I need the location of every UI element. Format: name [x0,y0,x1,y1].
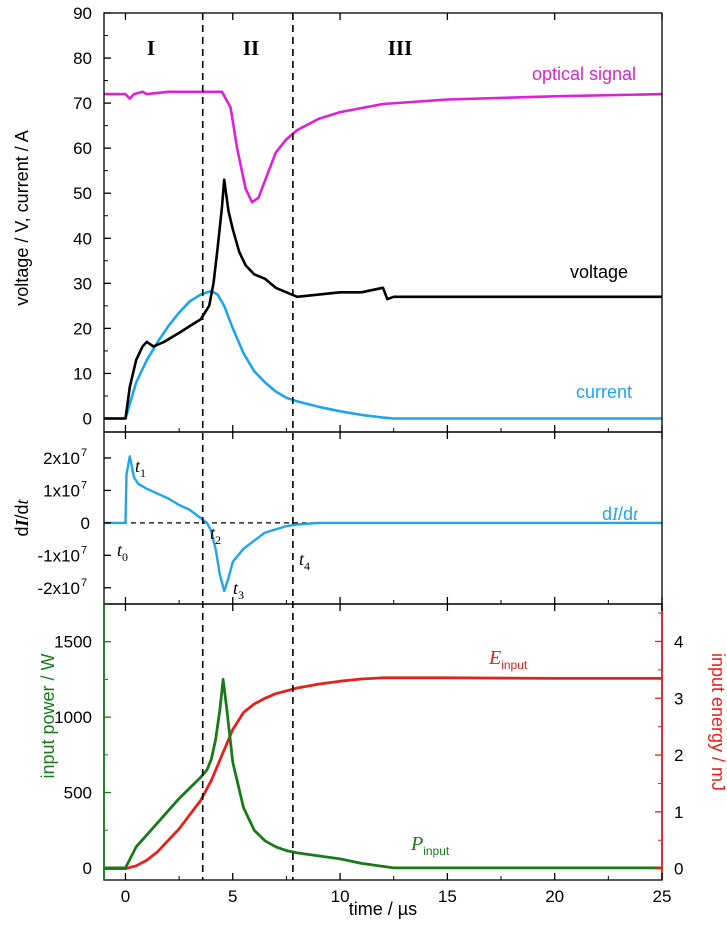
y-tick-exponent-middle: 7 [81,577,87,589]
legend-didt: dI/dt [602,504,639,524]
region-label-2: II [243,36,259,60]
series-didt-line [104,455,662,593]
region-label-1: I [147,36,155,60]
time-marker-label-2: t2 [210,523,221,547]
time-marker-label-4: t4 [299,549,310,573]
x-tick-label: 15 [438,887,457,906]
region-label-3: III [388,36,413,60]
y-tick-label-energy: 2 [674,746,683,765]
y-axis-title-energy: input energy / mJ [708,653,727,791]
y-tick-label-energy: 0 [674,860,683,879]
time-marker-label-3: t3 [233,578,244,602]
time-marker-label-0: t0 [117,540,128,564]
y-tick-label-top: 70 [73,94,92,113]
series-optical-signal-line [104,90,663,204]
y-tick-label-top: 90 [73,4,92,23]
y-tick-label-top: 80 [73,49,92,68]
tick-layer [104,12,663,880]
y-tick-label-top: 20 [73,319,92,338]
y-tick-label-top: 0 [83,409,92,428]
legend-voltage: voltage [570,262,628,282]
panel-frame-middle [103,431,663,605]
y-tick-label-energy: 1 [674,803,683,822]
y-axis-title-power: input power / W [38,653,58,778]
series-energy-line [104,676,662,870]
y-tick-label-power: 1000 [54,708,92,727]
legend-current: current [576,382,632,402]
y-tick-exponent-middle: 7 [81,479,87,491]
y-tick-label-power: 1500 [54,633,92,652]
legend-power: Pinput [410,833,450,858]
x-tick-label: 5 [228,887,237,906]
y-tick-label-middle: -2x10 [37,579,80,598]
time-marker-label-1: t1 [135,456,146,480]
x-tick-label: 10 [331,887,350,906]
x-tick-label: 0 [121,887,130,906]
x-tick-label: 20 [545,887,564,906]
y-tick-exponent-middle: 7 [81,447,87,459]
y-tick-label-middle: -1x10 [37,546,80,565]
y-tick-label-top: 30 [73,274,92,293]
y-axis-title-top: voltage / V, current / A [12,130,32,305]
y-tick-label-power: 500 [64,784,92,803]
y-tick-label-top: 60 [73,139,92,158]
x-tick-label: 25 [653,887,672,906]
legend-energy: Einput [488,647,528,672]
panel-frame-bottom [103,603,663,881]
series-voltage-line [104,178,662,420]
y-tick-label-top: 50 [73,184,92,203]
y-tick-label-top: 40 [73,229,92,248]
y-tick-label-energy: 3 [674,689,683,708]
series-current-line [104,289,662,420]
frame-layer [103,12,663,881]
y-tick-label-middle: 2x10 [43,449,80,468]
y-tick-label-top: 10 [73,364,92,383]
series-layer [104,13,663,880]
y-tick-exponent-middle: 7 [81,544,87,556]
x-axis-title: time / µs [349,899,417,919]
series-power-line [104,678,662,870]
y-axis-title-middle: dI/dt [12,498,32,536]
y-tick-label-middle: 0 [81,514,90,533]
legend-optical-signal: optical signal [532,64,636,84]
y-tick-label-middle: 1x10 [43,481,80,500]
y-tick-label-power: 0 [83,859,92,878]
y-tick-label-energy: 4 [674,632,683,651]
